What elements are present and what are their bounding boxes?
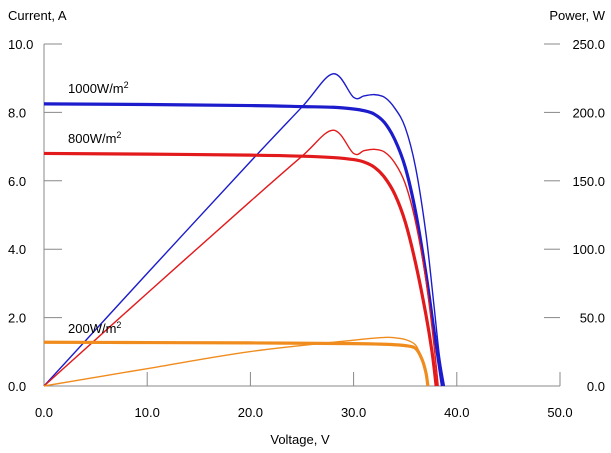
y-right-axis-title: Power, W [549, 8, 605, 23]
iv-curve-800 [43, 151, 438, 387]
power-curve-1000 [43, 73, 446, 387]
ticks: 0.0 10.0 20.0 30.0 40.0 50.0 0.0 2.0 4.0 6.0 8.0 10… [8, 37, 605, 420]
y-right-tick-label: 100.0 [572, 242, 605, 257]
curve-label-200: 200W/m2 [68, 320, 121, 336]
x-axis-title: Voltage, V [270, 432, 330, 447]
y-right-tick-label: 0.0 [587, 379, 605, 394]
y-right-tick-label: 250.0 [572, 37, 605, 52]
x-tick-label: 10.0 [135, 405, 160, 420]
y-left-tick-label: 10.0 [8, 37, 33, 52]
y-left-axis-title: Current, A [8, 8, 67, 23]
y-left-tick-label: 6.0 [8, 174, 26, 189]
curve-labels: 1000W/m2 800W/m2 200W/m2 [68, 80, 129, 336]
curve-label-1000: 1000W/m2 [68, 80, 129, 96]
x-tick-label: 30.0 [341, 405, 366, 420]
y-left-tick-label: 0.0 [8, 379, 26, 394]
x-tick-label: 20.0 [238, 405, 263, 420]
y-right-tick-label: 50.0 [580, 311, 605, 326]
axes [43, 44, 560, 387]
y-right-tick-label: 200.0 [572, 105, 605, 120]
series-layer [43, 73, 446, 387]
x-tick-label: 0.0 [35, 405, 53, 420]
y-left-tick-label: 8.0 [8, 105, 26, 120]
iv-curve-1000 [43, 102, 444, 387]
x-tick-label: 40.0 [444, 405, 469, 420]
y-right-tick-label: 150.0 [572, 174, 605, 189]
y-left-tick-label: 4.0 [8, 242, 26, 257]
power-curve-800 [43, 129, 439, 387]
x-tick-label: 50.0 [547, 405, 572, 420]
iv-curve-200 [43, 340, 430, 387]
y-left-tick-label: 2.0 [8, 311, 26, 326]
curve-label-800: 800W/m2 [68, 130, 121, 146]
